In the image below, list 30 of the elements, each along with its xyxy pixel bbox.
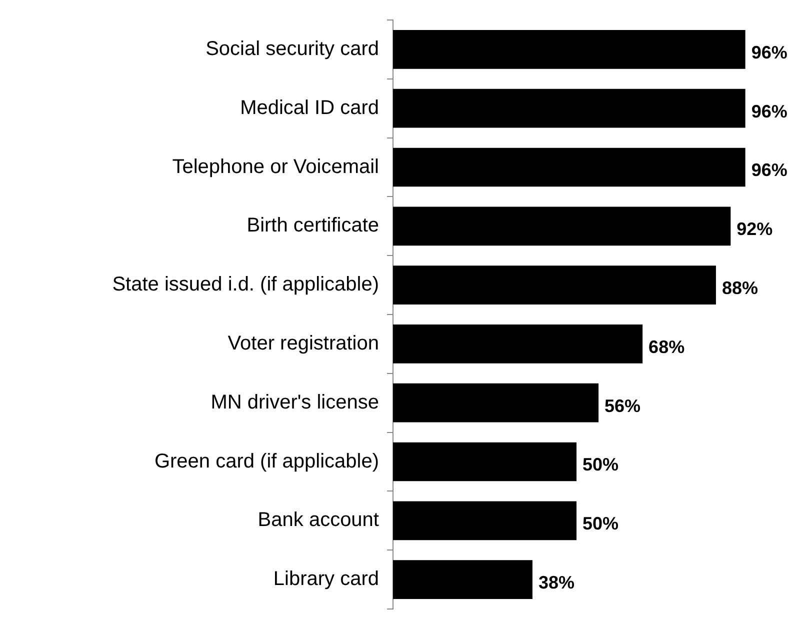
bar [393, 383, 599, 422]
y-tick-label: Library card [273, 568, 379, 590]
data-label: 68% [648, 336, 685, 357]
y-tick-label: Bank account [258, 509, 380, 532]
data-label: 88% [722, 278, 758, 298]
data-label: 56% [604, 396, 641, 416]
bar [393, 266, 716, 304]
y-tick-label: Telephone or Voicemail [172, 156, 379, 178]
bar [393, 501, 576, 540]
data-label: 96% [751, 160, 788, 180]
bar [393, 442, 576, 482]
y-tick-label: State issued i.d. (if applicable) [112, 274, 379, 296]
y-tick-label: Green card (if applicable) [154, 450, 379, 472]
data-label: 92% [736, 219, 773, 240]
data-label: 96% [751, 101, 788, 122]
data-label: 50% [582, 514, 619, 534]
y-tick-label: Voter registration [228, 332, 379, 354]
data-label: 38% [538, 572, 574, 593]
data-label: 50% [582, 454, 619, 475]
bar [393, 88, 746, 128]
bar [393, 148, 746, 187]
y-tick-label: MN driver's license [210, 391, 379, 414]
bar [393, 560, 532, 599]
y-tick-label: Social security card [206, 38, 379, 60]
y-tick-label: Medical ID card [240, 96, 379, 119]
y-tick-label: Birth certificate [246, 214, 379, 237]
bar [393, 206, 731, 246]
bar [393, 30, 746, 69]
bar [393, 324, 643, 364]
data-label: 96% [751, 42, 788, 62]
